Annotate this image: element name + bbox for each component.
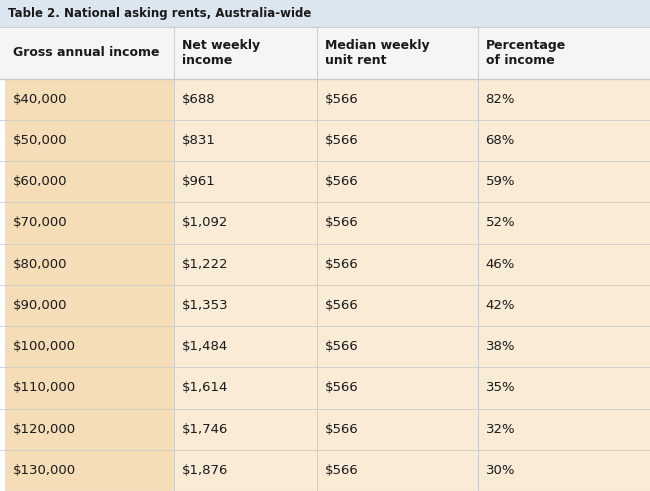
Text: 38%: 38% (486, 340, 515, 353)
Text: $50,000: $50,000 (13, 134, 68, 147)
Text: $688: $688 (182, 93, 216, 106)
Text: 52%: 52% (486, 217, 515, 229)
Text: $1,614: $1,614 (182, 382, 228, 394)
Bar (0, 0, 650, 27)
Bar (174, 285, 650, 326)
Text: Table 2. National asking rents, Australia-wide: Table 2. National asking rents, Australi… (8, 7, 311, 20)
Text: $80,000: $80,000 (13, 258, 68, 271)
Bar (174, 409, 650, 450)
Bar (5, 450, 174, 491)
Text: $566: $566 (325, 299, 359, 312)
Text: $566: $566 (325, 217, 359, 229)
Text: $1,353: $1,353 (182, 299, 229, 312)
Text: $566: $566 (325, 258, 359, 271)
Bar (174, 161, 650, 202)
Text: $110,000: $110,000 (13, 382, 76, 394)
Text: 59%: 59% (486, 175, 515, 188)
Bar (174, 326, 650, 367)
Text: 32%: 32% (486, 423, 515, 436)
Text: $831: $831 (182, 134, 216, 147)
Bar (0, 27, 650, 79)
Bar (174, 120, 650, 161)
Text: $100,000: $100,000 (13, 340, 76, 353)
Text: 35%: 35% (486, 382, 515, 394)
Text: Percentage
of income: Percentage of income (486, 38, 566, 67)
Bar (5, 326, 174, 367)
Text: $70,000: $70,000 (13, 217, 68, 229)
Text: $566: $566 (325, 175, 359, 188)
Text: Net weekly
income: Net weekly income (182, 38, 260, 67)
Bar (5, 161, 174, 202)
Text: $961: $961 (182, 175, 216, 188)
Text: 46%: 46% (486, 258, 515, 271)
Bar (174, 79, 650, 120)
Bar (5, 79, 174, 120)
Text: 82%: 82% (486, 93, 515, 106)
Text: $566: $566 (325, 382, 359, 394)
Bar (5, 409, 174, 450)
Text: Median weekly
unit rent: Median weekly unit rent (325, 38, 430, 67)
Text: $1,876: $1,876 (182, 464, 228, 477)
Text: 42%: 42% (486, 299, 515, 312)
Text: $566: $566 (325, 340, 359, 353)
Text: $566: $566 (325, 134, 359, 147)
Bar (174, 244, 650, 285)
Text: 68%: 68% (486, 134, 515, 147)
Bar (5, 202, 174, 244)
Text: $566: $566 (325, 93, 359, 106)
Text: $566: $566 (325, 423, 359, 436)
Text: Gross annual income: Gross annual income (13, 46, 159, 59)
Text: $1,222: $1,222 (182, 258, 229, 271)
Text: 30%: 30% (486, 464, 515, 477)
Text: $130,000: $130,000 (13, 464, 76, 477)
Text: $60,000: $60,000 (13, 175, 68, 188)
Bar (5, 367, 174, 409)
Text: $40,000: $40,000 (13, 93, 68, 106)
Text: $120,000: $120,000 (13, 423, 76, 436)
Bar (174, 367, 650, 409)
Bar (5, 120, 174, 161)
Bar (174, 450, 650, 491)
Bar (5, 285, 174, 326)
Bar (5, 244, 174, 285)
Text: $90,000: $90,000 (13, 299, 68, 312)
Text: $1,092: $1,092 (182, 217, 228, 229)
Bar (174, 202, 650, 244)
Text: $1,484: $1,484 (182, 340, 228, 353)
Text: $566: $566 (325, 464, 359, 477)
Text: $1,746: $1,746 (182, 423, 228, 436)
